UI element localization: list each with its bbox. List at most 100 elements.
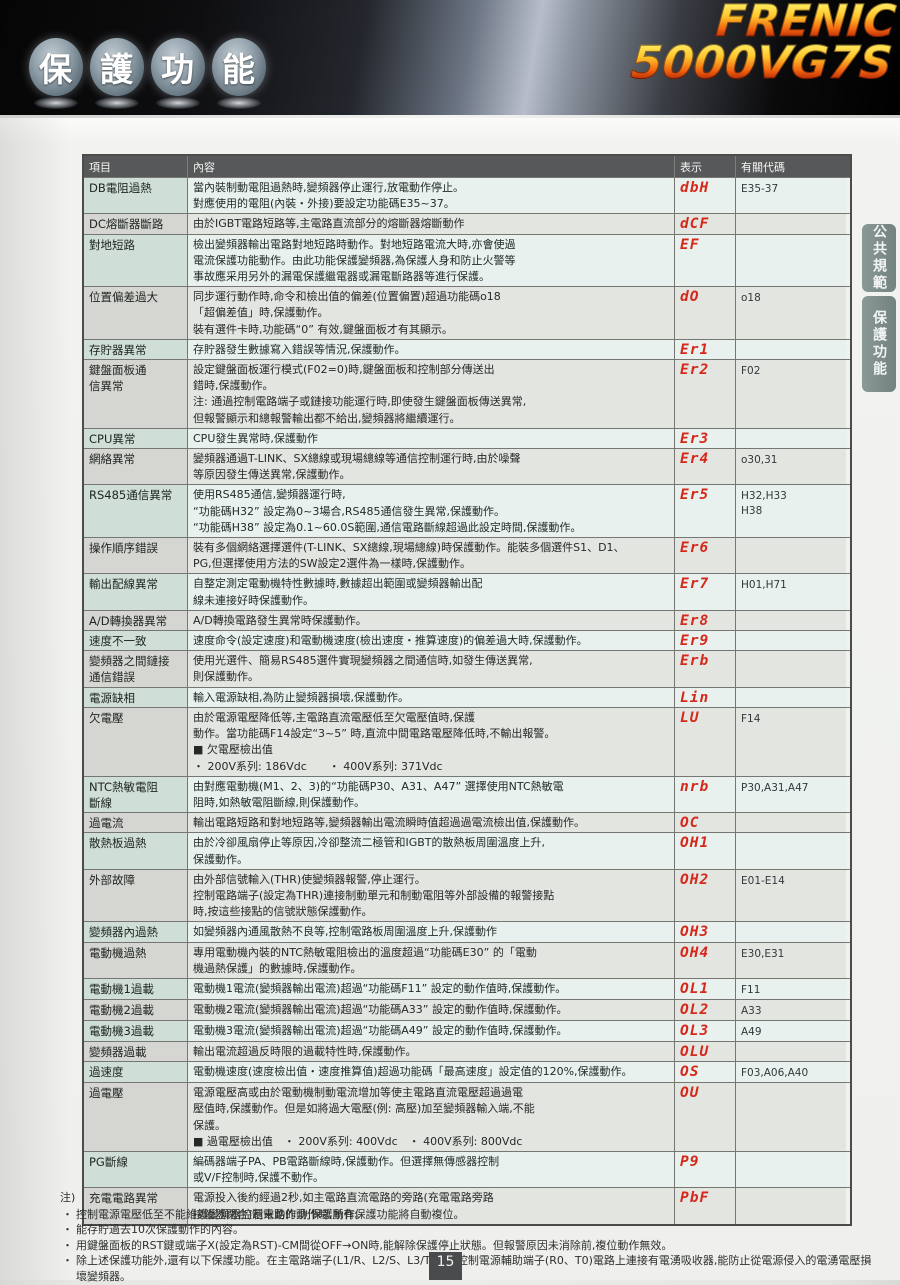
- display-code-cell: Er3: [674, 428, 735, 449]
- table-row: 電動機3過載 電動機3電流(變頻器輸出電流)超過“功能碼A49” 設定的動作值時,…: [84, 1019, 850, 1041]
- item-cell: RS485通信異常: [84, 485, 187, 538]
- item-cell: 電源缺相: [84, 687, 187, 707]
- item-cell: 過電壓: [84, 1083, 187, 1151]
- item-cell: DB電阻過熱: [84, 178, 187, 214]
- item-cell: 存貯器異常: [84, 339, 187, 360]
- title-char: 保: [28, 38, 83, 96]
- content-cell: 由於冷卻風扇停止等原因,冷卻整流二極管和IGBT的散熱板周圍溫度上升, 保護動作。: [187, 833, 674, 869]
- related-codes-cell: F14: [735, 707, 846, 776]
- table-row: 外部故障 由外部信號輸入(THR)使變頻器報警,停止運行。 控制電路端子(設定為TH…: [84, 868, 850, 922]
- related-codes-cell: [735, 813, 846, 833]
- page-number: 15: [429, 1252, 462, 1280]
- display-code-cell: dCF: [674, 214, 735, 234]
- table-row: RS485通信異常 使用RS485通信,變頻器運行時, “功能碼H32” 設定為0~…: [84, 484, 850, 538]
- content-cell: 電動機3電流(變頻器輸出電流)超過“功能碼A49” 設定的動作值時,保護動作。: [187, 1020, 674, 1041]
- note-item: 控制電源電壓低至不能維護變頻器控制電路的動作時,所有保護功能將自動複位。: [60, 1207, 872, 1223]
- table-row: 輸出配線異常 自整定測定電動機特性數據時,數據超出範圍或變頻器輸出配 線未連接好時保…: [84, 573, 850, 610]
- item-cell: 電動機1過載: [84, 978, 187, 999]
- display-code-cell: OH1: [674, 833, 735, 869]
- related-codes-cell: [735, 922, 846, 942]
- content-cell: 輸出電路短路和對地短路等,變頻器輸出電流瞬時值超過過電流檢出值,保護動作。: [187, 813, 674, 833]
- related-codes-cell: P30,A31,A47: [735, 776, 846, 813]
- content-cell: 電動機1電流(變頻器輸出電流)超過“功能碼F11” 設定的動作值時,保護動作。: [187, 978, 674, 999]
- display-code-cell: OL3: [674, 1020, 735, 1041]
- table-row: 電動機2過載 電動機2電流(變頻器輸出電流)超過“功能碼A33” 設定的動作值時,…: [84, 998, 850, 1020]
- item-cell: A/D轉換器異常: [84, 610, 187, 631]
- orb-glow: [33, 97, 78, 109]
- related-codes-cell: H01,H71: [735, 574, 846, 610]
- display-code-cell: OL1: [674, 978, 735, 999]
- display-code-cell: OS: [674, 1062, 735, 1083]
- col-header-item: 項目: [89, 161, 111, 174]
- related-codes-cell: [735, 610, 846, 631]
- related-codes-cell: E30,E31: [735, 942, 846, 978]
- item-cell: 速度不一致: [84, 631, 187, 651]
- display-code-cell: OH2: [674, 869, 735, 922]
- related-codes-cell: [735, 428, 846, 449]
- item-cell: 輸出配線異常: [84, 574, 187, 610]
- related-codes-cell: [735, 234, 846, 287]
- display-code-cell: nrb: [674, 776, 735, 813]
- related-codes-cell: [735, 631, 846, 651]
- table-row: 網絡異常 變頻器通過T-LINK、SX總線或現場總線等通信控制運行時,由於噪聲 等原…: [84, 448, 850, 485]
- item-cell: 變頻器之間鏈接 通信錯誤: [84, 651, 187, 687]
- item-cell: 操作順序錯誤: [84, 538, 187, 574]
- item-cell: 網絡異常: [84, 449, 187, 485]
- col-header-codes: 有關代碼: [735, 156, 846, 177]
- table-row: 欠電壓 由於電源電壓降低等,主電路直流電壓低至欠電壓值時,保護 動作。當功能碼F14…: [84, 706, 850, 776]
- table-row: 電源缺相 輸入電源缺相,為防止變頻器損壞,保護動作。 Lin: [84, 686, 850, 707]
- item-cell: CPU異常: [84, 428, 187, 449]
- top-banner: 保護功能 FRENIC 5000VG7S: [0, 0, 900, 118]
- display-code-cell: dbH: [674, 178, 735, 214]
- display-code-cell: Erb: [674, 651, 735, 687]
- related-codes-cell: [735, 339, 846, 360]
- note-item: 用鍵盤面板的RST鍵或端子X(設定為RST)-CM間從OFF→ON時,能解除保護…: [60, 1238, 872, 1254]
- content-cell: 如變頻器內通風散熱不良等,控制電路板周圍溫度上升,保護動作: [187, 922, 674, 942]
- display-code-cell: Lin: [674, 687, 735, 707]
- table-row: DC熔斷器斷路 由於IGBT電路短路等,主電路直流部分的熔斷器熔斷動作 dCF: [84, 213, 850, 234]
- display-code-cell: Er5: [674, 485, 735, 538]
- table-row: 變頻器之間鏈接 通信錯誤 使用光選件、簡易RS485選件實現變頻器之間通信時,如發生…: [84, 650, 850, 687]
- display-code-cell: OH3: [674, 922, 735, 942]
- display-code-cell: P9: [674, 1151, 735, 1188]
- related-codes-cell: F11: [735, 978, 846, 999]
- item-cell: DC熔斷器斷路: [84, 214, 187, 234]
- display-code-cell: Er4: [674, 449, 735, 485]
- content-cell: 裝有多個網絡選擇選件(T-LINK、SX總線,現場總線)時保護動作。能裝多個選件…: [187, 538, 674, 574]
- table-row: A/D轉換器異常 A/D轉換電路發生異常時保護動作。 Er8: [84, 609, 850, 631]
- content-cell: 由於IGBT電路短路等,主電路直流部分的熔斷器熔斷動作: [187, 214, 674, 234]
- title-orb: 能: [211, 38, 266, 109]
- page-title: 保護功能: [28, 38, 266, 109]
- related-codes-cell: [735, 1041, 846, 1062]
- table-row: 操作順序錯誤 裝有多個網絡選擇選件(T-LINK、SX總線,現場總線)時保護動作。…: [84, 537, 850, 574]
- content-cell: 使用RS485通信,變頻器運行時, “功能碼H32” 設定為0~3場合,RS485…: [187, 485, 674, 538]
- content-cell: 輸出電流超過反時限的過載特性時,保護動作。: [187, 1041, 674, 1062]
- item-cell: 對地短路: [84, 234, 187, 287]
- related-codes-cell: A49: [735, 1020, 846, 1041]
- content-cell: 速度命令(設定速度)和電動機速度(檢出速度・推算速度)的偏差過大時,保護動作。: [187, 631, 674, 651]
- title-char: 能: [211, 38, 266, 96]
- display-code-cell: Er2: [674, 360, 735, 428]
- orb-glow: [94, 97, 139, 109]
- related-codes-cell: A33: [735, 999, 846, 1020]
- table-row: 鍵盤面板通 信異常 設定鍵盤面板運行模式(F02=0)時,鍵盤面板和控制部分傳送出錯…: [84, 359, 850, 428]
- item-cell: 欠電壓: [84, 707, 187, 776]
- table-header-row: 項目 內容 表示 有關代碼: [84, 156, 850, 177]
- table-row: 存貯器異常 存貯器發生數據寫入錯誤等情況,保護動作。 Er1: [84, 338, 850, 360]
- protection-table: 項目 內容 表示 有關代碼 DB電阻過熱 當內裝制動電阻過熱時,變頻器停止運行,放…: [82, 154, 852, 1226]
- content-cell: 同步運行動作時,命令和檢出值的偏差(位置偏置)超過功能碼o18 「超偏差值」時,保…: [187, 287, 674, 339]
- related-codes-cell: [735, 538, 846, 574]
- content-cell: 存貯器發生數據寫入錯誤等情況,保護動作。: [187, 339, 674, 360]
- brand-line2: 5000VG7S: [629, 36, 895, 90]
- display-code-cell: Er7: [674, 574, 735, 610]
- content-cell: 自整定測定電動機特性數據時,數據超出範圍或變頻器輸出配 線未連接好時保護動作。: [187, 574, 674, 610]
- related-codes-cell: E01-E14: [735, 869, 846, 922]
- related-codes-cell: [735, 833, 846, 869]
- content-cell: 變頻器通過T-LINK、SX總線或現場總線等通信控制運行時,由於噪聲 等原因發生傳…: [187, 449, 674, 485]
- content-cell: 電動機速度(速度檢出值・速度推算值)超過功能碼「最高速度」設定值的120%,保護…: [187, 1062, 674, 1083]
- content-cell: 當內裝制動電阻過熱時,變頻器停止運行,放電動作停止。 對應使用的電阻(內裝・外接)…: [187, 178, 674, 214]
- item-cell: 外部故障: [84, 869, 187, 922]
- content-cell: 輸入電源缺相,為防止變頻器損壞,保護動作。: [187, 687, 674, 707]
- title-orb: 保: [28, 38, 83, 109]
- related-codes-cell: E35-37: [735, 178, 846, 214]
